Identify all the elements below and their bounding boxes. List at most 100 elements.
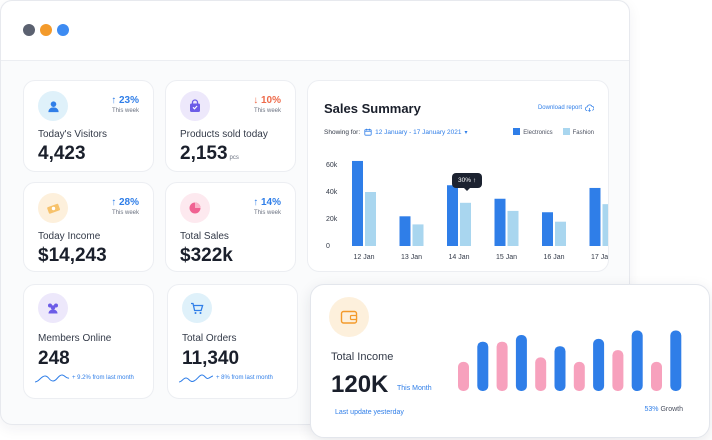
growth-label: Growth bbox=[660, 406, 683, 413]
sales-value: $322k bbox=[180, 245, 233, 267]
sales-card: ↑ 14% This week Total Sales $322k bbox=[165, 182, 296, 272]
members-footnote: + 9.2% from last month bbox=[72, 375, 134, 381]
members-label: Members Online bbox=[38, 333, 112, 344]
shopping-bag-icon bbox=[180, 91, 210, 121]
income-bar bbox=[670, 330, 682, 391]
visitors-trend-period: This week bbox=[111, 108, 139, 114]
income-value: $14,243 bbox=[38, 245, 107, 267]
growth-indicator: 53% Growth bbox=[644, 406, 683, 413]
sales-label: Total Sales bbox=[180, 231, 229, 242]
visitors-card: ↑ 23% This week Today's Visitors 4,423 bbox=[23, 80, 154, 172]
money-icon bbox=[38, 193, 68, 223]
sales-value-number: $322k bbox=[180, 245, 233, 266]
sales-summary-card: Sales Summary Download report Showing fo… bbox=[307, 80, 609, 272]
cart-icon bbox=[182, 293, 212, 323]
bar-electronics bbox=[352, 160, 363, 246]
y-tick-label: 0 bbox=[326, 243, 330, 250]
sales-bar-chart: 60k 40k 20k 0 12 Jan 13 Jan 14 Jan 15 Jan 16 Jan… bbox=[326, 160, 608, 261]
members-value: 248 bbox=[38, 348, 70, 370]
income-card: ↑ 28% This week Today Income $14,243 bbox=[23, 182, 154, 272]
x-tick-label: 16 Jan bbox=[543, 254, 564, 261]
date-range-value: 12 January - 17 January 2021 bbox=[375, 128, 462, 136]
legend-electronics-label: Electronics bbox=[523, 130, 553, 136]
orders-card: Total Orders 11,340 + 8% from last month bbox=[167, 284, 298, 399]
total-income-card: Total Income 120K This Month Last update… bbox=[310, 284, 710, 438]
orders-label: Total Orders bbox=[182, 333, 237, 344]
x-tick-label: 15 Jan bbox=[496, 254, 517, 261]
products-value-number: 2,153 bbox=[180, 143, 228, 164]
x-tick-label: 14 Jan bbox=[448, 254, 469, 261]
window-maximize-button[interactable] bbox=[57, 24, 69, 36]
income-bar bbox=[612, 350, 624, 391]
income-bar bbox=[496, 341, 508, 391]
download-report-label: Download report bbox=[537, 105, 582, 111]
legend-electronics: Electronics bbox=[513, 128, 553, 136]
pie-chart-icon bbox=[180, 193, 210, 223]
products-card: ↓ 10% This week Products sold today 2,15… bbox=[165, 80, 296, 172]
members-card: Members Online 248 + 9.2% from last mont… bbox=[23, 284, 154, 399]
bar-fashion bbox=[602, 204, 608, 246]
y-tick-label: 20k bbox=[326, 216, 338, 223]
bar-fashion bbox=[412, 224, 424, 246]
legend-fashion-swatch bbox=[562, 128, 570, 135]
income-bar bbox=[458, 361, 469, 391]
products-value: 2,153 pcs bbox=[180, 143, 239, 165]
x-tick-label: 12 Jan bbox=[353, 254, 374, 261]
sales-trend: ↑ 14% This week bbox=[253, 197, 281, 216]
legend-fashion: Fashion bbox=[562, 128, 594, 136]
window-minimize-button[interactable] bbox=[40, 24, 52, 36]
income-trend-period: This week bbox=[111, 210, 139, 216]
income-bar bbox=[593, 338, 605, 391]
legend-fashion-label: Fashion bbox=[572, 130, 594, 136]
income-bar bbox=[554, 346, 566, 391]
income-bar bbox=[535, 357, 547, 391]
income-label: Today Income bbox=[38, 231, 101, 242]
bar-electronics bbox=[494, 198, 506, 246]
products-trend: ↓ 10% This week bbox=[253, 95, 281, 114]
members-footer: + 9.2% from last month bbox=[34, 372, 134, 384]
x-tick-label: 17 Jan bbox=[591, 254, 608, 261]
income-value-number: $14,243 bbox=[38, 245, 107, 266]
visitors-value: 4,423 bbox=[38, 143, 86, 165]
chevron-down-icon: ▾ bbox=[464, 129, 468, 136]
orders-value-number: 11,340 bbox=[182, 348, 240, 369]
members-sparkline bbox=[34, 374, 70, 383]
income-bar bbox=[651, 361, 662, 391]
users-icon bbox=[38, 293, 68, 323]
window-close-button[interactable] bbox=[23, 24, 35, 36]
products-unit: pcs bbox=[229, 155, 239, 161]
title-bar bbox=[1, 1, 629, 61]
chart-legend: Electronics Fashion bbox=[513, 128, 594, 136]
visitors-trend: ↑ 23% This week bbox=[111, 95, 139, 114]
date-filter: Showing for: 12 January - 17 January 202… bbox=[324, 128, 468, 136]
growth-percent: 53% bbox=[644, 406, 659, 413]
bar-fashion bbox=[365, 192, 376, 246]
download-report-link[interactable]: Download report bbox=[538, 104, 594, 112]
orders-value: 11,340 bbox=[182, 348, 239, 370]
user-icon bbox=[38, 91, 68, 121]
y-tick-label: 60k bbox=[326, 162, 338, 169]
bar-electronics bbox=[399, 216, 411, 246]
products-trend-value: 10% bbox=[260, 95, 281, 106]
bar-fashion bbox=[460, 202, 471, 246]
income-bar bbox=[631, 330, 643, 391]
arrow-up-icon: ↑ bbox=[111, 95, 117, 106]
y-tick-label: 40k bbox=[326, 189, 338, 196]
date-range-dropdown[interactable]: 12 January - 17 January 2021 ▾ bbox=[364, 128, 468, 136]
total-income-label: Total Income bbox=[331, 351, 394, 363]
visitors-value-number: 4,423 bbox=[38, 143, 86, 164]
visitors-label: Today's Visitors bbox=[38, 129, 107, 140]
products-trend-period: This week bbox=[253, 108, 281, 114]
showing-label: Showing for: bbox=[324, 128, 361, 136]
bar-fashion bbox=[555, 221, 566, 246]
income-bar bbox=[573, 361, 585, 391]
bar-electronics bbox=[589, 187, 601, 246]
calendar-icon bbox=[364, 128, 372, 136]
sales-trend-period: This week bbox=[253, 210, 281, 216]
income-trend: ↑ 28% This week bbox=[111, 197, 139, 216]
sales-trend-value: 14% bbox=[260, 197, 281, 208]
wallet-icon bbox=[329, 297, 369, 337]
dashboard-window: ↑ 23% This week Today's Visitors 4,423 ↓… bbox=[0, 0, 630, 425]
arrow-up-icon: ↑ bbox=[111, 197, 117, 208]
visitors-trend-value: 23% bbox=[118, 95, 139, 106]
